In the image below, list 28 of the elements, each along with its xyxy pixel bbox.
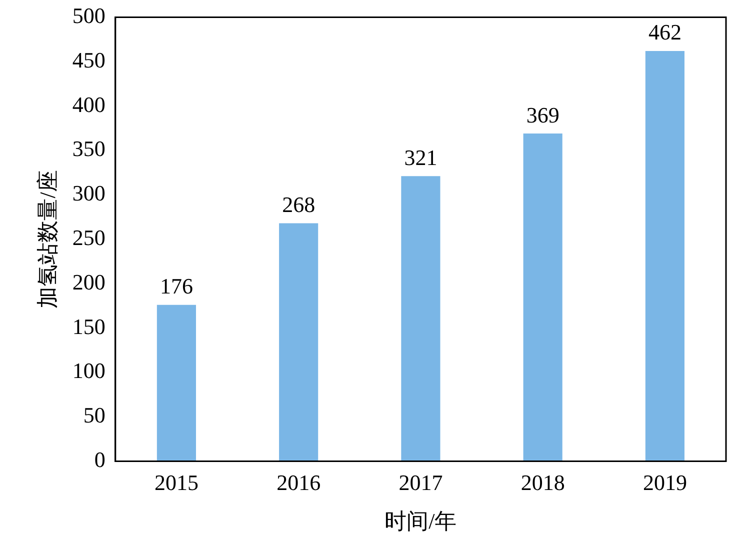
x-axis-title: 时间/年 xyxy=(384,508,457,534)
data-label: 176 xyxy=(160,274,193,299)
y-tick-label: 250 xyxy=(72,224,106,250)
data-label: 321 xyxy=(404,144,438,170)
bar xyxy=(645,50,684,462)
data-label: 462 xyxy=(648,20,682,45)
y-tick-label: 400 xyxy=(72,92,106,117)
y-tick-label: 150 xyxy=(72,314,106,339)
y-tick-label: 0 xyxy=(94,446,106,472)
x-tick-label: 2019 xyxy=(642,470,687,496)
bar xyxy=(279,223,318,462)
y-tick-label: 200 xyxy=(72,269,106,294)
x-tick-label: 2016 xyxy=(276,470,321,496)
x-tick-label: 2015 xyxy=(154,470,198,496)
bar xyxy=(401,176,440,462)
data-label: 369 xyxy=(526,102,560,128)
y-tick-label: 500 xyxy=(72,2,106,28)
y-tick-label: 300 xyxy=(72,180,106,206)
x-tick-label: 2018 xyxy=(520,470,565,496)
x-tick-label: 2017 xyxy=(398,470,443,496)
y-tick-label: 450 xyxy=(72,47,106,72)
bar xyxy=(523,134,562,462)
y-tick-label: 350 xyxy=(72,136,106,162)
y-tick-label: 100 xyxy=(72,358,106,384)
bar xyxy=(156,304,196,462)
y-tick-label: 50 xyxy=(83,402,106,428)
data-label: 268 xyxy=(282,192,316,217)
y-axis-title: 加氢站数量/座 xyxy=(34,170,60,308)
